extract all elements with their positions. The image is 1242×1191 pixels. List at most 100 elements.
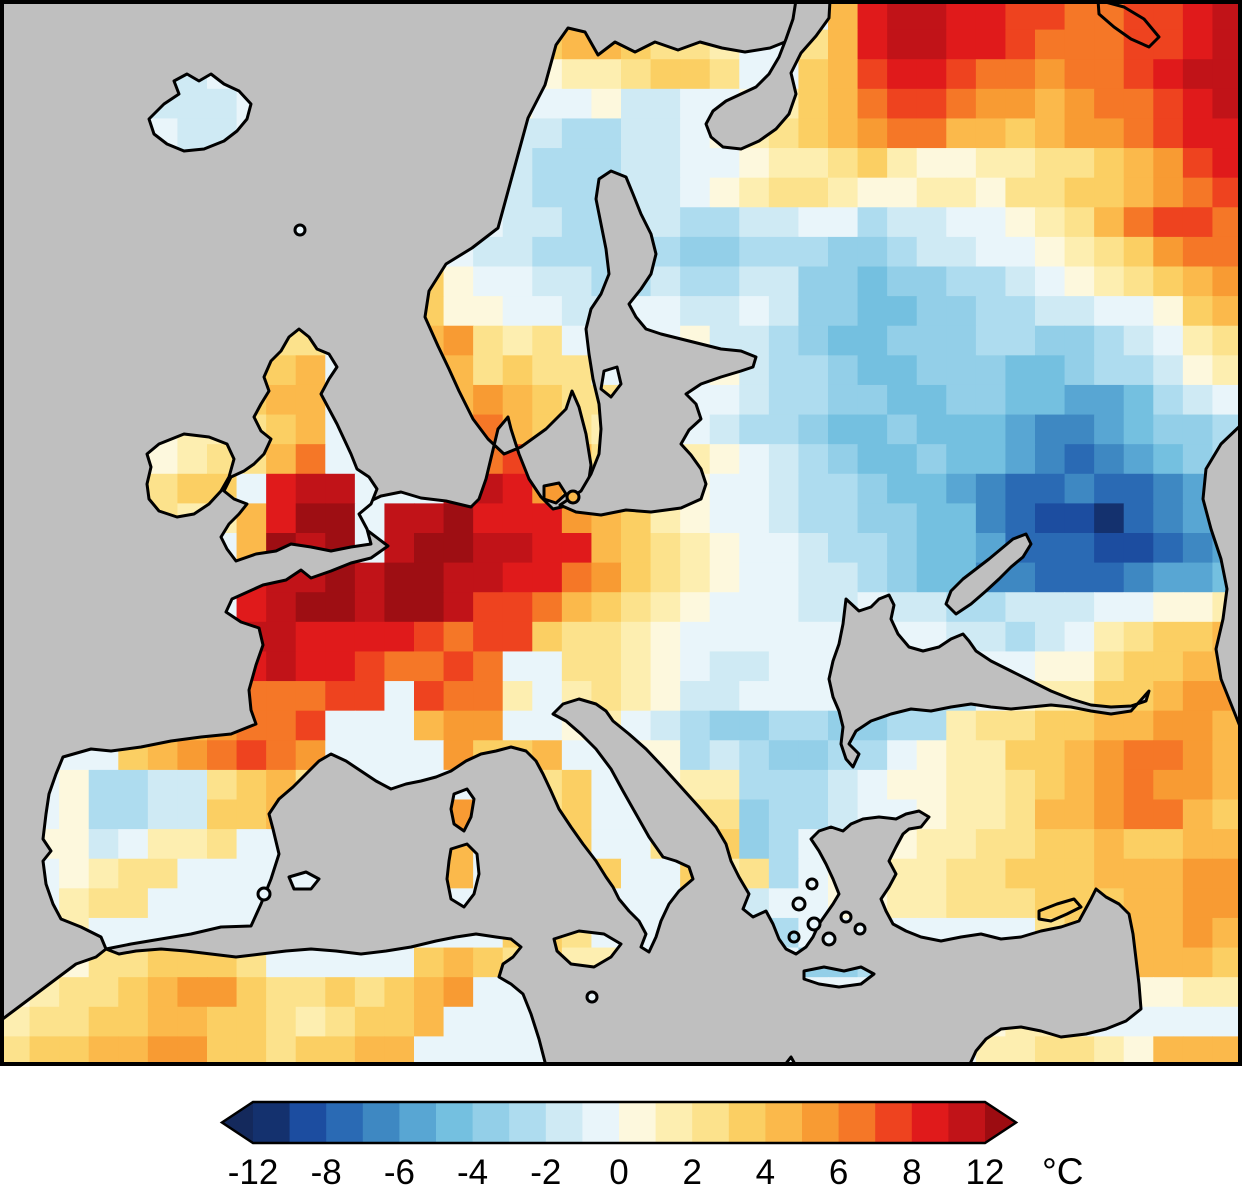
grid-cell [828,88,859,120]
grid-cell [828,473,859,504]
grid-cell [1153,858,1184,889]
grid-cell [1153,503,1184,534]
grid-cell [207,977,238,1008]
colorbar-segment [802,1102,840,1143]
grid-cell [975,769,1007,801]
grid-cell [1064,621,1095,653]
grid-cell [828,118,859,149]
grid-cell [1182,947,1214,978]
grid-cell [887,177,918,208]
grid-cell [354,977,386,1008]
grid-cell [650,710,681,741]
grid-cell [1035,148,1066,179]
grid-cell [1035,207,1066,238]
grid-cell [1035,266,1066,297]
grid-cell [1123,355,1154,386]
grid-cell [946,0,977,31]
colorbar-segment [765,1102,803,1143]
grid-cell [1182,592,1214,623]
grid-cell [1153,829,1184,860]
grid-cell [1212,355,1242,386]
grid-cell [887,88,918,120]
grid-cell [739,592,770,623]
grid-cell [532,177,563,208]
grid-cell [857,473,888,504]
colorbar-segment [436,1102,474,1143]
grid-cell [414,977,445,1008]
grid-cell [768,651,800,682]
grid-cell [1123,384,1154,416]
grid-cell [1094,740,1125,771]
grid-cell [887,562,918,593]
grid-cell [1123,503,1154,534]
grid-cell [680,236,711,268]
grid-cell [384,977,415,1008]
grid-cell [473,710,504,741]
grid-cell [916,296,947,327]
grid-cell [1064,88,1095,120]
grid-cell [650,621,681,653]
grid-cell [384,503,415,534]
grid-cell [1153,769,1184,801]
grid-cell [1035,118,1066,149]
grid-cell [1212,0,1242,31]
grid-cell [1153,977,1184,1008]
grid-cell [916,740,947,771]
grid-cell [798,710,829,741]
grid-cell [709,592,740,623]
colorbar-segments [253,1102,986,1143]
grid-cell [1153,177,1184,208]
colorbar-tick-label: 4 [756,1153,775,1191]
grid-cell [384,651,415,682]
grid-cell [768,384,800,416]
grid-cell [1123,473,1154,504]
grid-cell [946,473,977,504]
grid-cell [887,325,918,356]
grid-cell [975,88,1007,120]
grid-cell [768,710,800,741]
grid-cell [1212,207,1242,238]
grid-cell [1035,562,1066,593]
grid-cell [1035,177,1066,208]
grid-cell [177,1036,208,1066]
grid-cell [946,799,977,830]
colorbar-segment [289,1102,327,1143]
grid-cell [1123,148,1154,179]
grid-cell [975,473,1007,504]
grid-cell [1035,651,1066,682]
grid-cell [532,681,563,712]
grid-cell [1123,799,1154,830]
grid-cell [1212,799,1242,830]
grid-cell [295,651,326,682]
grid-cell [975,503,1007,534]
colorbar-tick-label: 8 [902,1153,921,1191]
colorbar-segment [253,1102,291,1143]
grid-cell [1153,325,1184,356]
grid-cell [1153,148,1184,179]
grid-cell [502,621,533,653]
grid-cell [739,414,770,445]
grid-cell [266,681,297,712]
grid-cell [325,1006,356,1037]
grid-cell [1153,59,1184,90]
grid-cell [946,444,977,475]
grid-cell [650,88,681,120]
grid-cell [768,296,800,327]
grid-cell [680,533,711,564]
grid-cell [887,29,918,60]
grid-cell [591,592,622,623]
grid-cell [147,858,179,889]
grid-cell [680,148,711,179]
grid-cell [236,799,267,830]
grid-cell [887,414,918,445]
island-great-britain [219,327,379,563]
grid-cell [1035,414,1066,445]
grid-cell [1094,533,1125,564]
grid-cell [1212,769,1242,801]
grid-cell [1064,444,1095,475]
grid-cell [798,325,829,356]
grid-cell [916,118,947,149]
grid-cell [414,592,445,623]
grid-cell [1182,0,1214,31]
grid-cell [325,621,356,653]
